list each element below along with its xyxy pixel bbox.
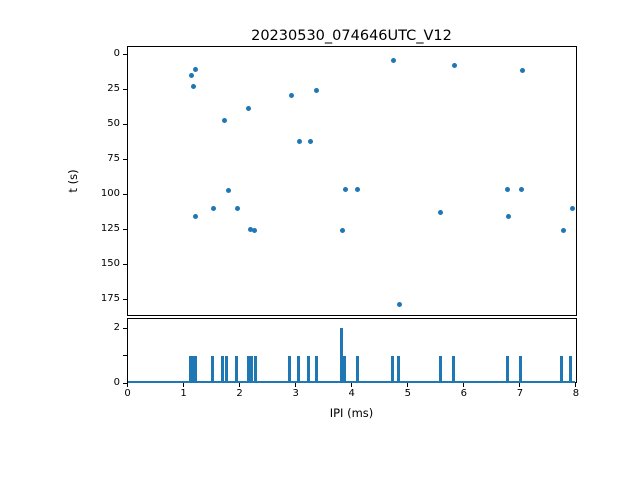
scatter-point bbox=[570, 205, 576, 211]
x-axis-label: IPI (ms) bbox=[329, 406, 374, 420]
scatter-point bbox=[505, 214, 511, 220]
scatter-point bbox=[247, 226, 253, 232]
histogram-bar bbox=[188, 355, 192, 383]
histogram-axes bbox=[127, 318, 577, 383]
scatter-point bbox=[354, 187, 360, 193]
histogram-bar bbox=[506, 355, 510, 383]
scatter-point bbox=[193, 214, 199, 220]
histogram-bar bbox=[210, 355, 214, 383]
y-tick-label: 50 bbox=[107, 118, 120, 129]
x-tick-mark bbox=[127, 383, 128, 387]
scatter-point bbox=[221, 118, 227, 124]
y-tick-label: 0 bbox=[113, 377, 120, 388]
scatter-axes bbox=[127, 46, 577, 316]
scatter-point bbox=[339, 228, 345, 234]
y-tick-label: 100 bbox=[100, 188, 120, 199]
histogram-bar bbox=[234, 355, 238, 383]
y-tick-mark bbox=[123, 382, 127, 384]
scatter-point bbox=[518, 187, 524, 193]
histogram-bar bbox=[396, 355, 400, 383]
y-tick-label: 175 bbox=[100, 293, 120, 304]
x-tick-label: 0 bbox=[124, 388, 131, 399]
histogram-bar bbox=[191, 355, 195, 383]
x-tick-label: 8 bbox=[572, 388, 580, 399]
histogram-bar bbox=[569, 355, 573, 383]
y-tick-mark bbox=[123, 158, 127, 160]
histogram-bar bbox=[254, 355, 258, 383]
y-tick-label: 25 bbox=[107, 83, 120, 94]
y-tick-mark bbox=[123, 228, 127, 230]
scatter-point bbox=[451, 62, 457, 68]
scatter-point bbox=[297, 139, 303, 145]
y-tick-mark bbox=[123, 53, 127, 55]
histogram-bar bbox=[339, 328, 343, 383]
histogram-bar bbox=[518, 355, 522, 383]
x-tick-mark bbox=[575, 383, 577, 387]
x-tick-label: 3 bbox=[292, 388, 299, 399]
scatter-point bbox=[191, 83, 197, 89]
scatter-point bbox=[289, 92, 295, 98]
histogram-bar bbox=[342, 355, 346, 383]
histogram-bar bbox=[221, 355, 225, 383]
histogram-bar bbox=[451, 355, 455, 383]
x-tick-label: 5 bbox=[404, 388, 411, 399]
y-tick-mark bbox=[123, 88, 127, 90]
histogram-bar bbox=[225, 355, 229, 383]
x-tick-mark bbox=[519, 383, 521, 387]
scatter-point bbox=[437, 209, 443, 215]
x-tick-mark bbox=[463, 383, 465, 387]
scatter-point bbox=[226, 187, 232, 193]
scatter-point bbox=[396, 302, 402, 308]
y-tick-mark bbox=[123, 123, 127, 125]
x-tick-mark bbox=[239, 383, 241, 387]
y-tick-mark bbox=[123, 327, 127, 329]
x-tick-mark bbox=[295, 383, 297, 387]
scatter-point bbox=[246, 105, 252, 111]
histogram-bar bbox=[296, 355, 300, 383]
chart-title: 20230530_074646UTC_V12 bbox=[251, 28, 452, 44]
scatter-point bbox=[251, 228, 257, 234]
histogram-bar bbox=[288, 355, 291, 383]
scatter-point bbox=[307, 139, 313, 145]
histogram-bar bbox=[560, 355, 564, 383]
y-tick-label: 150 bbox=[100, 258, 120, 269]
x-tick-mark bbox=[351, 383, 353, 387]
scatter-point bbox=[210, 205, 216, 211]
x-tick-label: 1 bbox=[180, 388, 187, 399]
x-tick-label: 7 bbox=[516, 388, 524, 399]
scatter-point bbox=[519, 68, 525, 74]
y-tick-label: 75 bbox=[107, 153, 120, 164]
histogram-bar bbox=[391, 355, 395, 383]
histogram-bar bbox=[355, 355, 359, 383]
x-tick-mark bbox=[183, 383, 185, 387]
scatter-point bbox=[560, 228, 566, 234]
y-tick-mark bbox=[123, 298, 127, 300]
histogram-bar bbox=[194, 355, 198, 383]
y-tick-label: 2 bbox=[113, 322, 120, 333]
histogram-bar bbox=[246, 355, 250, 383]
scatter-point bbox=[390, 57, 396, 63]
y-tick-mark bbox=[123, 263, 127, 265]
scatter-point bbox=[342, 187, 348, 193]
histogram-bar bbox=[314, 355, 318, 383]
y-tick-mark bbox=[123, 193, 127, 195]
scatter-point bbox=[189, 73, 195, 79]
x-tick-label: 6 bbox=[460, 388, 468, 399]
x-tick-label: 4 bbox=[348, 388, 355, 399]
scatter-point bbox=[314, 88, 320, 94]
histogram-bar bbox=[307, 355, 311, 383]
y-tick-label: 125 bbox=[100, 223, 120, 234]
histogram-bar bbox=[438, 355, 442, 383]
scatter-point bbox=[193, 67, 199, 73]
y-minor-tick-mark bbox=[123, 355, 127, 356]
scatter-point bbox=[504, 187, 510, 193]
x-tick-mark bbox=[407, 383, 409, 387]
scatter-point bbox=[234, 205, 240, 211]
histogram-baseline bbox=[128, 381, 575, 383]
x-tick-label: 2 bbox=[236, 388, 243, 399]
histogram-bar bbox=[250, 355, 254, 383]
y-tick-label: 0 bbox=[113, 48, 120, 59]
